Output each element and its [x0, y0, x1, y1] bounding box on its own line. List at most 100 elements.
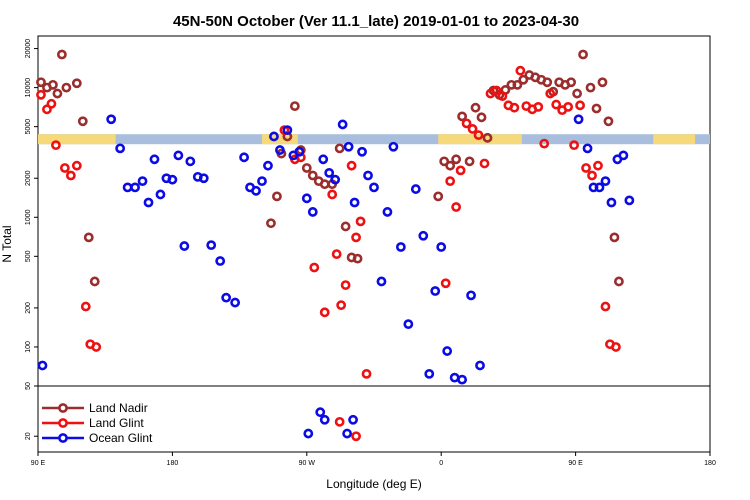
ocean-glint-point — [594, 182, 605, 193]
land-nadir-point — [266, 218, 276, 229]
land-nadir-point — [301, 163, 312, 173]
land-glint-point — [509, 102, 520, 113]
x-axis-ticks: 90 E 180 90 W 0 90 E 180 — [31, 452, 716, 467]
ocean-glint-point — [303, 428, 314, 439]
land-glint-point — [563, 101, 574, 112]
land-glint-point — [451, 202, 462, 212]
y-tick-label: 2000 — [25, 170, 32, 186]
ocean-glint-point — [319, 414, 330, 425]
ocean-glint-point — [221, 292, 232, 303]
legend-marker — [58, 433, 68, 443]
ocean-glint-point — [449, 372, 460, 383]
ocean-glint-point — [239, 152, 249, 163]
ocean-glint-point — [436, 242, 447, 252]
land-glint-point — [309, 262, 320, 273]
ocean-glint-point — [442, 346, 453, 356]
legend-marker — [58, 418, 68, 428]
ocean-glint-point — [606, 197, 617, 208]
land-nadir-point — [603, 116, 614, 127]
y-axis-label: N Total — [0, 225, 14, 262]
land-glint-point — [351, 431, 361, 442]
land-nadir-point — [52, 88, 63, 99]
land-strip-segment — [262, 134, 298, 145]
land-glint-point — [361, 368, 372, 379]
x-tick-label: 180 — [704, 460, 716, 467]
ocean-glint-point — [269, 131, 279, 142]
land-glint-point — [455, 165, 466, 176]
land-glint-point — [491, 85, 502, 96]
y-tick-label: 20 — [25, 432, 32, 440]
ocean-glint-point — [395, 242, 406, 252]
land-nadir-point — [433, 191, 444, 202]
ocean-glint-point — [418, 230, 429, 241]
land-nadir-point — [476, 112, 487, 123]
ocean-glint-point — [167, 174, 178, 185]
land-glint-point — [334, 416, 345, 427]
land-nadir-point — [439, 156, 450, 167]
land-nadir-point — [566, 77, 577, 88]
land-nadir-point — [445, 160, 456, 171]
ocean-glint-point — [369, 182, 379, 193]
land-nadir-point — [289, 101, 300, 112]
ocean-glint-point — [466, 290, 476, 301]
ocean-glint-point — [149, 154, 160, 165]
land-glint-point — [539, 138, 550, 149]
land-glint-point — [515, 65, 526, 76]
land-nadir-point — [451, 154, 462, 165]
land-nadir-point — [83, 232, 94, 243]
land-nadir-point — [77, 116, 88, 127]
ocean-glint-point — [457, 374, 468, 385]
ocean-glint-point — [424, 368, 435, 379]
ocean-glint-point — [206, 240, 217, 251]
ocean-glint-point — [143, 197, 154, 208]
ocean-glint-point — [301, 193, 312, 204]
land-glint-point — [331, 249, 342, 260]
data-points — [36, 49, 635, 442]
y-tick-label: 50 — [25, 382, 32, 390]
ocean-glint-point — [582, 143, 593, 154]
land-nadir-point — [89, 276, 100, 287]
land-glint-point — [600, 301, 611, 312]
land-nadir-point — [572, 88, 582, 99]
legend-label: Ocean Glint — [89, 431, 153, 445]
land-glint-point — [91, 342, 102, 352]
x-tick-label: 180 — [167, 460, 179, 467]
land-glint-point — [467, 124, 478, 134]
land-nadir-point — [482, 132, 493, 143]
land-glint-point — [581, 163, 591, 173]
land-glint-point — [497, 91, 508, 101]
land-nadir-point — [597, 77, 608, 88]
legend-label: Land Glint — [89, 416, 144, 430]
land-strip-segment — [653, 134, 696, 145]
land-glint-point — [445, 176, 456, 187]
ocean-glint-point — [388, 141, 399, 152]
main-panel-frame — [37, 35, 711, 387]
ocean-glint-point — [330, 174, 341, 185]
x-tick-label: 90 W — [299, 460, 316, 467]
land-nadir-point — [609, 232, 620, 243]
ocean-glint-point — [382, 207, 393, 217]
land-glint-point — [71, 160, 82, 171]
ocean-glint-point — [357, 146, 367, 157]
land-glint-point — [46, 98, 57, 109]
land-glint-point — [461, 118, 472, 129]
land-nadir-point — [307, 170, 318, 181]
land-nadir-point — [56, 49, 67, 60]
y-tick-label: 5000 — [25, 119, 32, 135]
land-glint-point — [533, 101, 544, 112]
land-glint-point — [551, 99, 562, 110]
ocean-glint-point — [342, 428, 353, 439]
land-glint-point — [346, 160, 357, 171]
x-tick-label: 90 E — [568, 460, 583, 467]
ocean-glint-point — [349, 197, 360, 208]
land-nadir-point — [340, 221, 351, 232]
ocean-glint-point — [198, 173, 209, 184]
land-nadir-point — [518, 74, 529, 85]
land-nadir-point — [591, 103, 602, 114]
land-nadir-point — [457, 111, 468, 122]
land-glint-point — [611, 342, 621, 352]
land-nadir-point — [512, 79, 523, 90]
land-glint-point — [336, 300, 347, 311]
land-nadir-point — [272, 191, 282, 202]
